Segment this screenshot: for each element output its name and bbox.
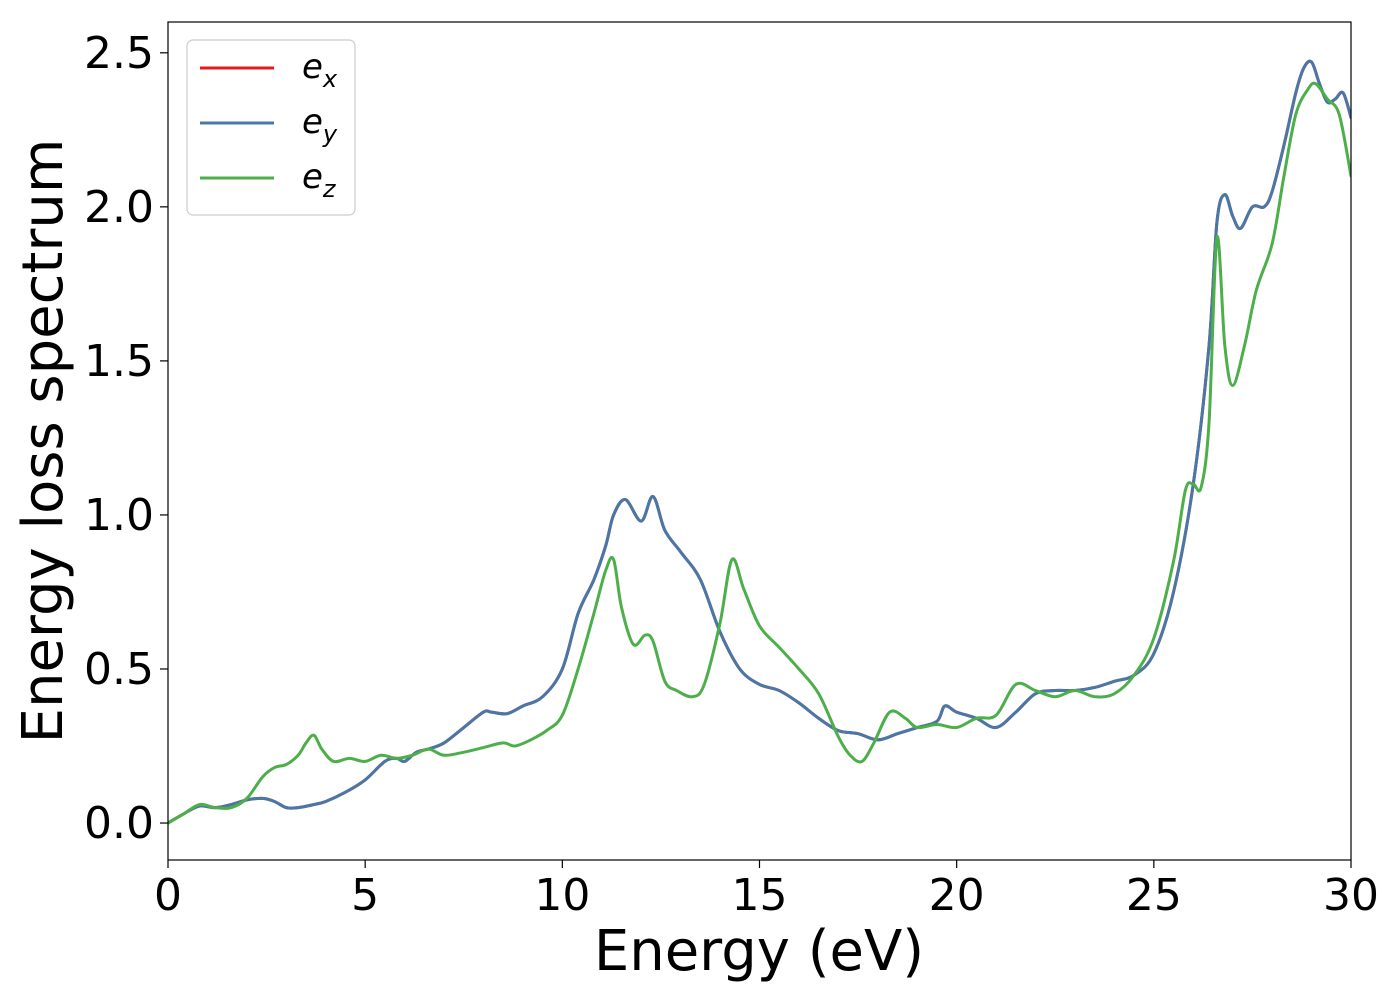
x-tick-label: 30 [1323,870,1379,921]
x-tick-label: 20 [929,870,985,921]
series-line-z [168,81,1351,825]
legend-label-x: ex [302,47,338,93]
x-tick-label: 10 [534,870,590,921]
series-line-y [168,59,1351,825]
y-tick-label: 0.5 [84,644,154,695]
y-tick-label: 2.0 [84,182,154,233]
legend-label-z: ez [302,157,337,203]
x-tick-label: 0 [154,870,182,921]
x-axis-ticks: 0 5 10 15 20 25 30 [154,860,1379,921]
legend: ex ey ez [186,39,356,216]
x-tick-label: 15 [732,870,788,921]
y-axis-title: Energy loss spectrum [11,139,76,744]
y-tick-label: 2.5 [84,28,154,79]
x-axis-title: Energy (eV) [594,919,924,984]
x-tick-label: 5 [351,870,379,921]
legend-label-y: ey [302,102,338,148]
y-axis-ticks: 0.0 0.5 1.0 1.5 2.0 2.5 [84,28,168,849]
y-tick-label: 1.0 [84,490,154,541]
legend-box [186,39,356,216]
y-tick-label: 1.5 [84,336,154,387]
y-tick-label: 0.0 [84,798,154,849]
legend-entries: ex ey ez [200,47,338,203]
series-layer [168,59,1351,825]
x-tick-label: 25 [1126,870,1182,921]
